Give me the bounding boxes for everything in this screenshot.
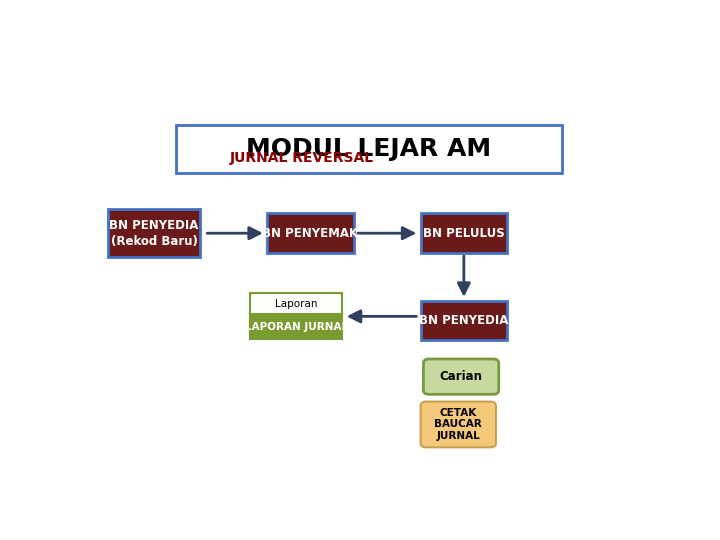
FancyBboxPatch shape (420, 301, 507, 340)
FancyBboxPatch shape (251, 294, 343, 314)
Text: JURNAL REVERSAL: JURNAL REVERSAL (230, 151, 374, 165)
FancyBboxPatch shape (176, 125, 562, 173)
Text: LAPORAN JURNAL: LAPORAN JURNAL (245, 322, 348, 332)
Text: Laporan: Laporan (275, 299, 318, 309)
Text: MODUL LEJAR AM: MODUL LEJAR AM (246, 137, 492, 161)
FancyBboxPatch shape (420, 213, 507, 253)
Text: BN PENYEDIA
(Rekod Baru): BN PENYEDIA (Rekod Baru) (109, 219, 199, 248)
FancyBboxPatch shape (108, 210, 200, 257)
FancyBboxPatch shape (267, 213, 354, 253)
FancyBboxPatch shape (423, 359, 499, 394)
FancyBboxPatch shape (420, 402, 496, 447)
Text: CETAK
BAUCAR
JURNAL: CETAK BAUCAR JURNAL (434, 408, 482, 441)
Text: BN PELULUS: BN PELULUS (423, 227, 505, 240)
FancyBboxPatch shape (251, 314, 343, 339)
Text: BN PENYEMAK: BN PENYEMAK (262, 227, 359, 240)
Text: BN PENYEDIA: BN PENYEDIA (419, 314, 508, 327)
Text: Carian: Carian (440, 370, 482, 383)
